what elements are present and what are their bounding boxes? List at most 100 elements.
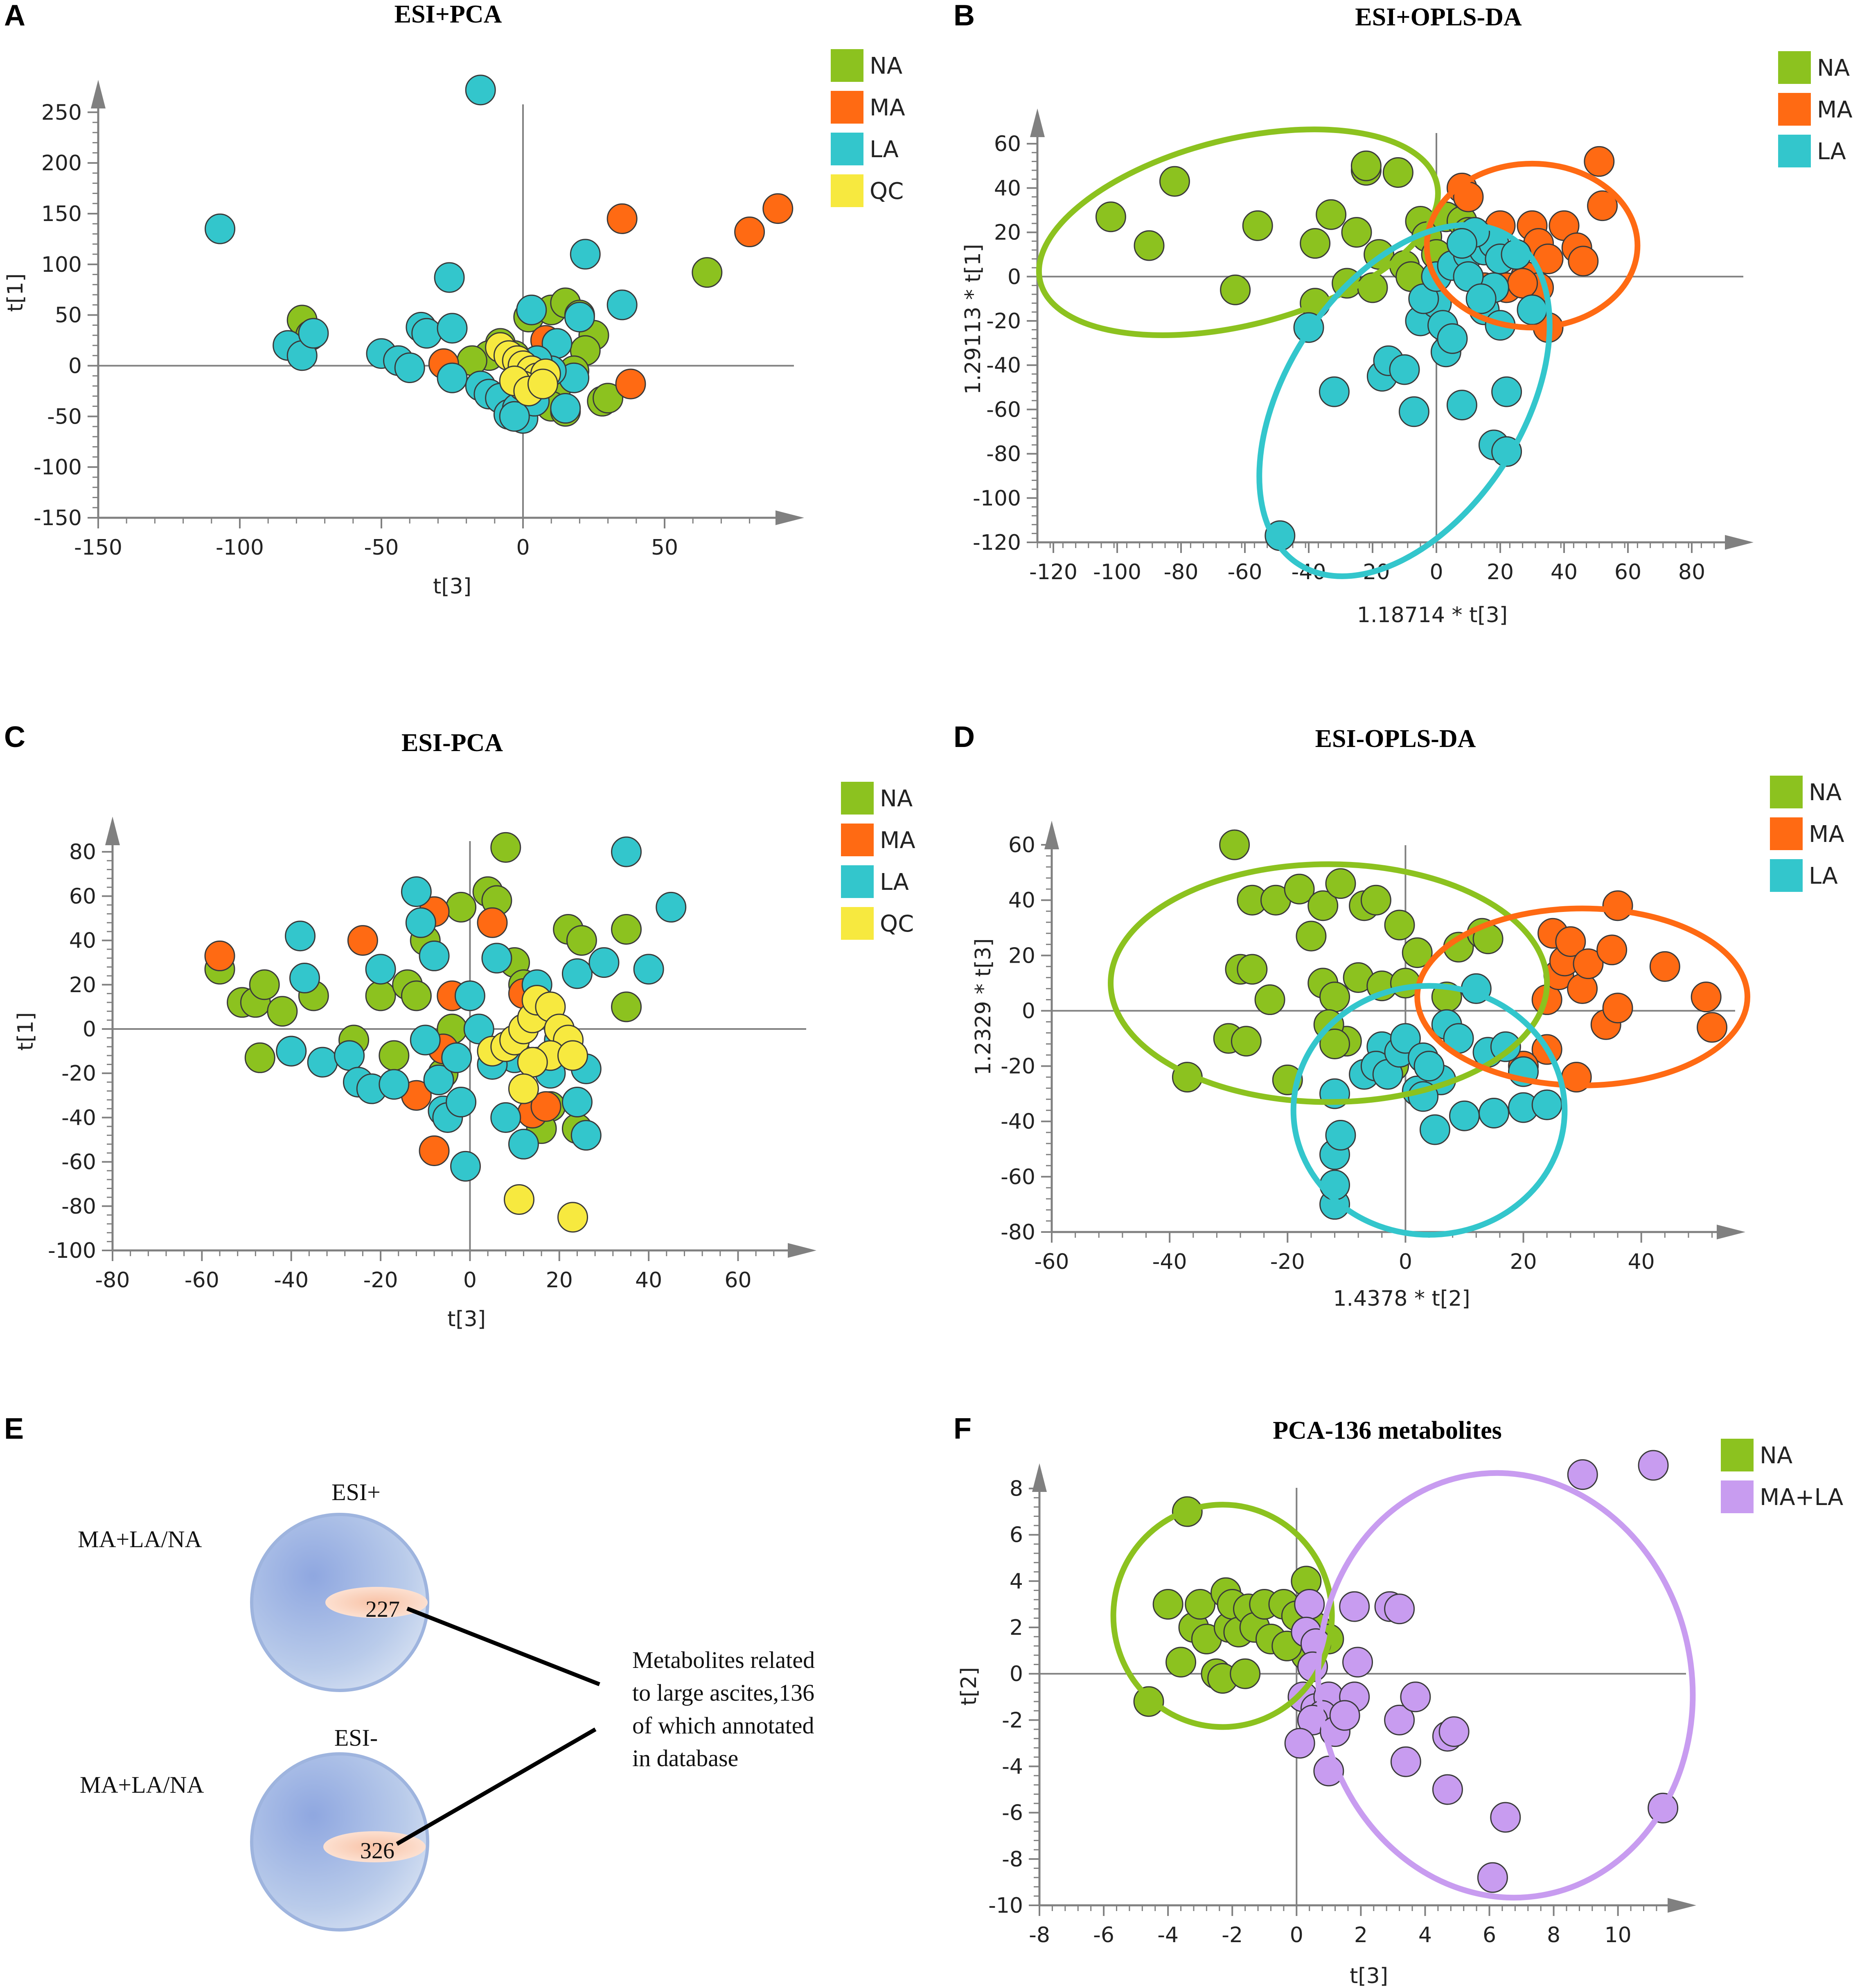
series-qc xyxy=(477,985,588,1233)
data-point xyxy=(611,836,642,867)
data-point xyxy=(593,383,624,414)
data-point xyxy=(1230,1658,1261,1689)
x-tick-label: 60 xyxy=(1614,560,1641,584)
ylabel-c: t[1] xyxy=(14,1012,38,1051)
x-tick-label: 0 xyxy=(516,535,530,560)
y-tick-label: -100 xyxy=(48,1239,96,1263)
data-point xyxy=(1491,376,1522,407)
data-point xyxy=(437,313,468,344)
data-point xyxy=(588,947,620,978)
x-tick-label: -8 xyxy=(1029,1923,1050,1947)
data-point xyxy=(1596,934,1628,966)
x-tick-label: -40 xyxy=(274,1268,309,1293)
venn-connector-top xyxy=(406,1607,600,1686)
x-axis-arrow xyxy=(1668,1898,1696,1913)
data-point xyxy=(530,1091,561,1122)
data-point xyxy=(1449,1100,1480,1131)
data-point xyxy=(1341,217,1372,248)
charts-layer: -150 -100 -50 0 50-150-100-50050100150200250… xyxy=(34,49,1853,1947)
data-point xyxy=(1325,868,1356,899)
xlabel-c: t[3] xyxy=(447,1307,486,1331)
data-point xyxy=(477,907,508,938)
y-tick-label: 150 xyxy=(41,202,82,226)
y-tick-label: 2 xyxy=(1010,1616,1023,1640)
data-point xyxy=(508,1128,539,1160)
data-point xyxy=(1159,166,1190,197)
x-tick-label: 10 xyxy=(1605,1923,1632,1947)
data-point xyxy=(1382,157,1413,188)
data-point xyxy=(1307,890,1339,921)
data-point xyxy=(1316,199,1347,230)
legend-swatch-na xyxy=(1721,1439,1754,1471)
data-point xyxy=(1384,1704,1415,1735)
data-point xyxy=(446,891,477,923)
legend-swatch-ma xyxy=(841,824,874,856)
data-point xyxy=(1152,1589,1183,1620)
x-tick-label: -4 xyxy=(1157,1923,1179,1947)
y-tick-label: 20 xyxy=(69,973,96,997)
legend-label-na: NA xyxy=(1809,779,1842,806)
y-tick-label: 40 xyxy=(69,929,96,953)
panel-letter-b: B xyxy=(954,0,975,32)
data-point xyxy=(1490,1031,1521,1062)
data-point xyxy=(1584,146,1615,177)
panel-e: ESI+ MA+LA/NA 227 ESI- MA+LA/NA 326 Meta… xyxy=(78,1479,815,1932)
y-tick-label: -80 xyxy=(986,442,1021,467)
data-point xyxy=(1319,376,1350,407)
data-point xyxy=(1568,246,1599,277)
data-point xyxy=(570,1120,602,1151)
x-tick-label: 60 xyxy=(724,1268,751,1293)
data-point xyxy=(1325,1120,1356,1151)
data-point xyxy=(692,257,723,288)
data-point xyxy=(465,74,496,106)
x-tick-label: 4 xyxy=(1418,1923,1432,1947)
data-point xyxy=(1602,890,1633,921)
x-tick-label: -20 xyxy=(363,1268,398,1293)
legend-swatch-la xyxy=(1770,859,1803,892)
venn-bottom-count: 326 xyxy=(360,1838,394,1864)
x-tick-label: -120 xyxy=(1029,560,1078,584)
panel-letter-a: A xyxy=(4,0,25,32)
y-tick-label: -80 xyxy=(1001,1220,1035,1245)
x-tick-label: -100 xyxy=(216,535,264,560)
legend-label-ma: MA xyxy=(880,827,915,854)
x-tick-label: 0 xyxy=(1399,1250,1412,1274)
data-point xyxy=(1384,909,1415,941)
venn-top-label: ESI+ xyxy=(331,1479,381,1505)
data-point xyxy=(267,996,298,1027)
y-tick-label: -2 xyxy=(1002,1708,1023,1733)
legend-swatch-qc xyxy=(841,907,874,940)
legend-swatch-na xyxy=(831,49,863,82)
confidence-ellipse-ma xyxy=(1424,160,1641,331)
venn-bottom-group: MA+LA/NA xyxy=(80,1771,204,1798)
ylabel-d: 1.2329 * t[3] xyxy=(971,938,996,1075)
data-point xyxy=(516,294,547,325)
data-point xyxy=(410,1024,441,1056)
x-tick-label: -150 xyxy=(74,535,122,560)
data-point xyxy=(527,368,558,399)
confidence-ellipse-la xyxy=(1290,983,1568,1238)
legend-label-qc: QC xyxy=(870,178,904,205)
legend-label-ma: MA xyxy=(1817,97,1853,123)
legend-label-la: LA xyxy=(1817,138,1846,165)
data-point xyxy=(564,302,595,333)
y-tick-label: 4 xyxy=(1010,1569,1023,1594)
data-point xyxy=(1339,1591,1370,1622)
data-point xyxy=(437,362,468,393)
ylabel-b: 1.29113 * t[1] xyxy=(961,244,985,395)
y-tick-label: 0 xyxy=(1008,265,1021,289)
x-tick-label: -40 xyxy=(1152,1250,1187,1274)
ylabel-f: t[2] xyxy=(957,1667,981,1706)
data-point xyxy=(365,954,396,985)
legend-label-na: NA xyxy=(870,53,902,79)
data-point xyxy=(1697,1012,1728,1043)
x-tick-label: 0 xyxy=(1290,1923,1303,1947)
data-point xyxy=(441,1042,472,1073)
data-point xyxy=(1507,268,1538,299)
x-tick-label: 0 xyxy=(1429,560,1443,584)
data-point xyxy=(276,1036,307,1067)
data-point xyxy=(1384,1593,1415,1625)
chart-panel-c: -80 -60 -40 -20 0 20 40 60 -100 -80 -60 -40 -20 0 20 40… xyxy=(48,782,915,1293)
series-ma xyxy=(1508,890,1728,1093)
